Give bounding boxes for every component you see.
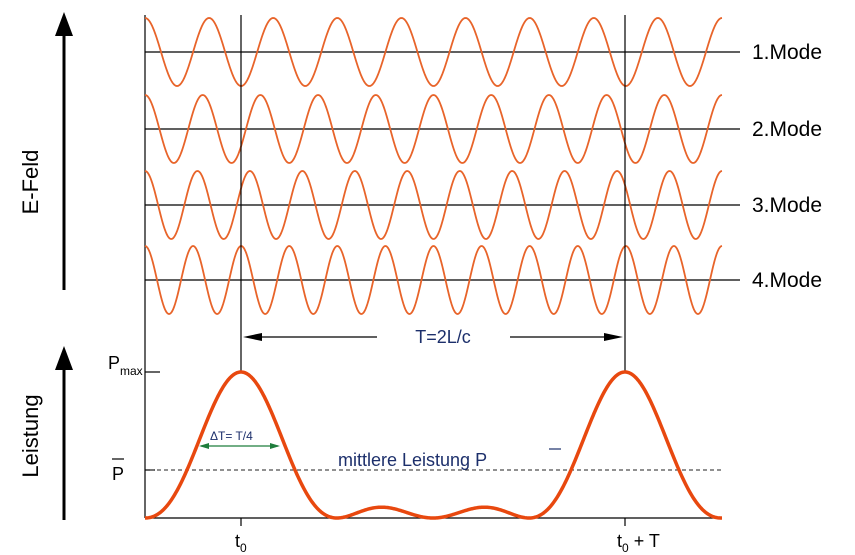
- efield-axis-arrow: [55, 12, 73, 290]
- period-arrow-left: [243, 333, 262, 341]
- period-arrow-right: [604, 333, 623, 341]
- t0-label-main: t: [235, 531, 240, 551]
- t0-plus-t-label-suffix: + T: [629, 531, 660, 551]
- t0-plus-t-label: t0 + T: [617, 531, 660, 555]
- power-axis-arrow: [55, 346, 73, 520]
- pmean-label: P: [112, 458, 124, 484]
- period-dimension: [243, 333, 623, 341]
- t0-plus-t-label-main: t: [617, 531, 622, 551]
- delta-t-label: ΔT= T/4: [210, 429, 253, 443]
- pmean-label-text: P: [112, 464, 124, 484]
- mean-power-label: mittlere Leistung P: [338, 450, 487, 470]
- mode-label-3mode: 3.Mode: [752, 194, 822, 217]
- period-label: T=2L/c: [415, 327, 471, 347]
- pmax-label-sub: max: [120, 364, 143, 378]
- mode-label-4mode: 4.Mode: [752, 269, 822, 292]
- mode-label-2mode: 2.Mode: [752, 118, 822, 141]
- power-curve: [144, 370, 723, 520]
- efield-axis-label: E-Feld: [18, 150, 43, 215]
- mode-rows: 1.Mode 2.Mode 3.Mode 4.Mode: [144, 17, 822, 315]
- power-axis-label: Leistung: [18, 394, 43, 477]
- delta-t-annotation: [199, 443, 280, 449]
- pmax-label-main: P: [108, 353, 120, 373]
- t0-label-sub: 0: [240, 541, 247, 555]
- t0-label: t0: [235, 531, 247, 555]
- mode-label-1mode: 1.Mode: [752, 41, 822, 64]
- t0-plus-t-label-sub: 0: [622, 541, 629, 555]
- pmax-label: Pmax: [108, 353, 143, 378]
